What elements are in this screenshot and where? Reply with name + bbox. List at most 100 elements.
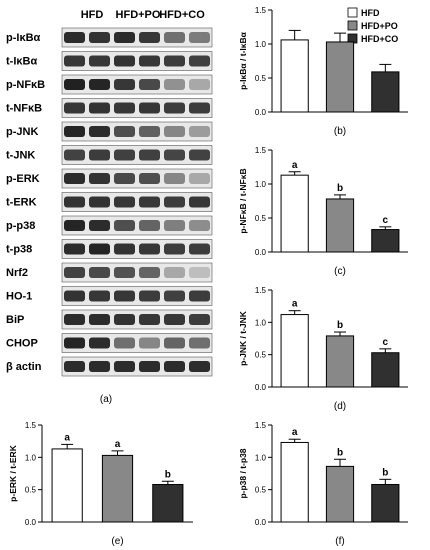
y-tick-label: 1.0 [255,180,267,189]
blot-band [89,314,110,325]
y-axis-label: p-JNK / t-JNK [238,310,248,366]
blot-row-label: CHOP [6,337,38,349]
legend-label: HFD+CO [361,34,398,44]
blot-band [164,173,185,184]
y-axis-label: p-NFκB / t-NFκB [238,168,248,233]
blot-row-label: p-ERK [6,173,40,185]
blot-band [139,173,160,184]
blot-band [64,126,85,137]
group-header: HFD [81,9,104,21]
blot-band [64,267,85,278]
blot-band [89,79,110,90]
y-tick-label: 1.0 [255,40,267,49]
blot-band [114,290,135,302]
significance-letter: a [64,432,70,443]
blot-row-label: t-IκBα [6,55,37,67]
blot-band [189,196,210,208]
y-tick-label: 1.5 [255,421,267,430]
significance-letter: b [165,469,171,480]
blot-band [64,102,85,114]
blot-band [64,79,85,90]
blot-band [114,102,135,114]
blot-band [89,55,110,67]
blot-band [139,267,160,278]
y-tick-label: 1.0 [25,453,37,462]
blot-band [189,314,210,325]
blot-band [64,32,85,43]
blot-band [189,243,210,255]
blot-band [114,314,135,325]
blot-band [89,126,110,137]
panel-label: (d) [334,401,346,412]
bar [371,229,400,253]
blot-band [114,267,135,278]
blot-row-label: t-JNK [6,149,35,161]
blot-band [114,196,135,208]
blot-band [89,267,110,278]
panel-label-a: (a) [100,394,112,405]
blot-band [139,314,160,325]
y-tick-label: 1.5 [25,421,37,430]
bar [325,335,355,388]
blot-band [139,102,160,114]
blot-band [89,149,110,161]
bar [325,198,355,253]
y-tick-label: 0.0 [255,518,267,527]
blot-band [89,290,110,302]
blot-band [139,32,160,43]
blot-band [189,220,210,231]
blot-band [139,149,160,161]
y-tick-label: 0.5 [255,214,267,223]
blot-band [164,243,185,255]
y-tick-label: 1.5 [255,146,267,155]
blot-band [64,290,85,302]
blot-row-label: t-ERK [6,196,37,208]
blot-band [164,55,185,67]
blot-band [139,220,160,231]
blot-row-label: Nrf2 [6,267,28,279]
bar-chart-f: 0.0 0.5 1.0 1.5 p-p38 / t-p38 a b b (f) [238,421,408,547]
blot-band [139,337,160,349]
group-header: HFD+CO [159,9,205,21]
blot-band [139,243,160,255]
blot-band [189,290,210,302]
y-tick-label: 1.5 [255,6,267,15]
blot-band [64,243,85,255]
blot-band [64,173,85,184]
blot-row-label: p-JNK [6,126,38,138]
blot-band [114,173,135,184]
bar-chart-c: 0.0 0.5 1.0 1.5 p-NFκB / t-NFκB a b c (c) [238,146,408,277]
blot-band [164,196,185,208]
blot-band [64,220,85,231]
blot-band [89,32,110,43]
blot-row-label: HO-1 [6,290,32,302]
blot-band [164,32,185,43]
bar [51,448,83,523]
blot-band [114,220,135,231]
blot-band [89,337,110,349]
y-axis-label: p-p38 / t-p38 [238,448,248,498]
blot-band [164,361,185,372]
panel-label: (c) [334,266,346,277]
blot-band [164,102,185,114]
significance-letter: a [292,299,298,310]
bar [371,483,400,523]
blot-band [64,337,85,349]
significance-letter: b [337,183,343,194]
blot-band [114,337,135,349]
legend-label: HFD+PO [361,21,398,31]
blot-row-label: t-p38 [6,243,32,255]
blot-band [164,149,185,161]
blot-band [89,102,110,114]
blot-band [164,290,185,302]
legend-swatch [347,7,358,18]
significance-letter: c [383,337,389,348]
bar [280,174,309,253]
blot-band [114,126,135,137]
y-tick-label: 0.5 [25,486,37,495]
blot-band [139,55,160,67]
legend-swatch [347,20,358,31]
blot-band [139,126,160,137]
y-tick-label: 0.0 [255,383,267,392]
